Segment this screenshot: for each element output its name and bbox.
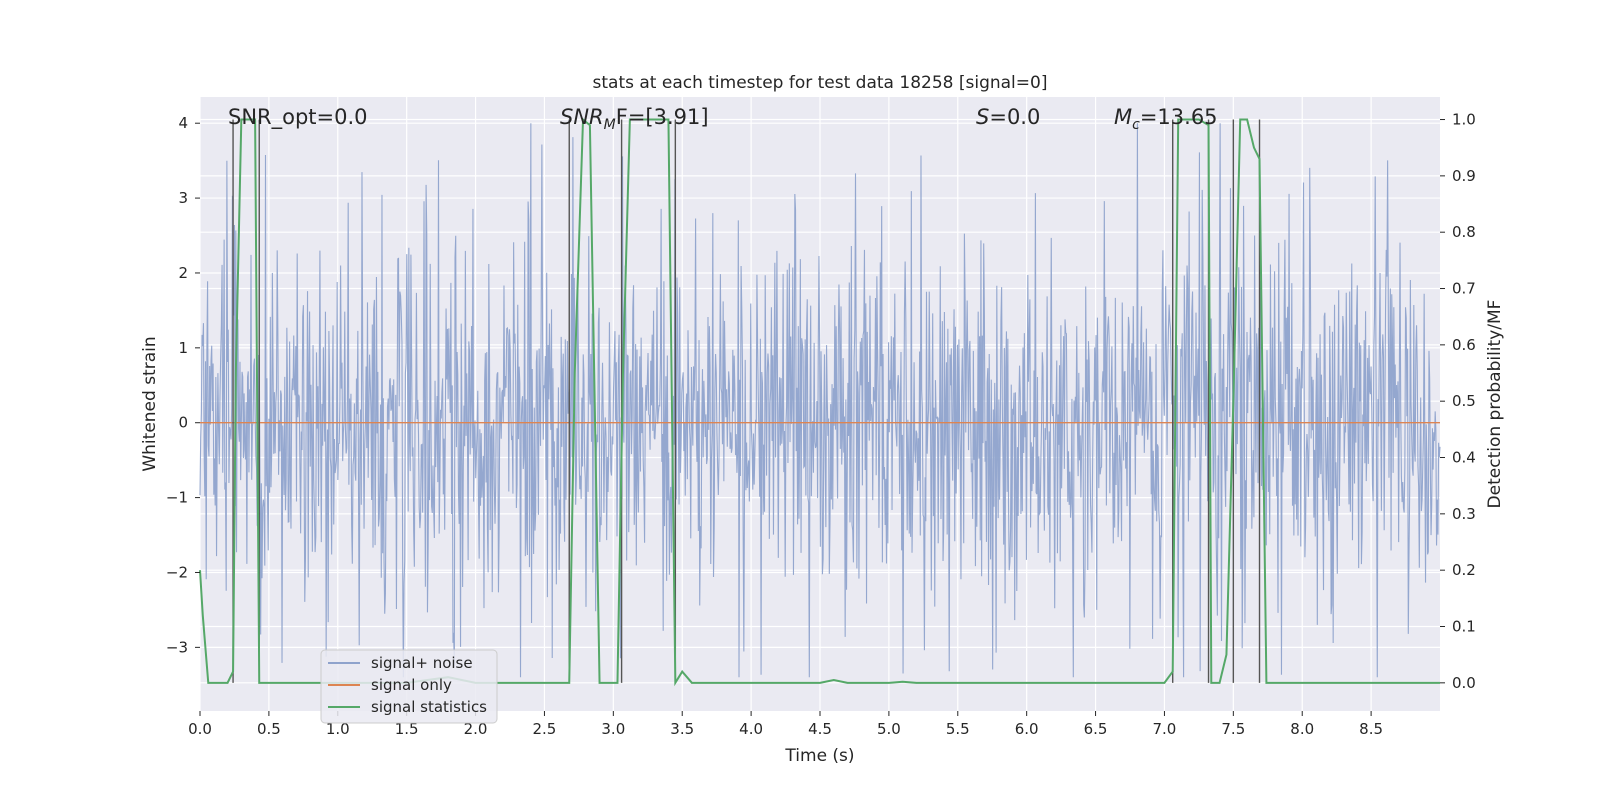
y-right-tick-label: 0.9 [1452,167,1476,185]
legend-label-signal-only: signal only [371,676,452,694]
x-tick-label: 7.5 [1221,720,1245,738]
x-tick-label: 2.5 [533,720,557,738]
x-tick-label: 7.0 [1153,720,1177,738]
legend-box [320,649,498,724]
x-tick-label: 2.0 [464,720,488,738]
y-right-tick-label: 0.4 [1452,449,1476,467]
annotation-mc-symbol: M [1114,105,1132,129]
x-tick-label: 1.0 [326,720,350,738]
y-right-tick-label: 0.5 [1452,392,1476,410]
y-right-tick-label: 0.2 [1452,561,1476,579]
y-right-axis-ticks: 1.0 0.9 0.8 0.7 0.6 0.5 0.4 0.3 0.2 0.1 0.0 [1440,111,1476,692]
x-tick-label: 0.5 [257,720,281,738]
annotation-mc-value: =13.65 [1140,105,1218,129]
legend-label-signal-noise: signal+ noise [371,654,473,672]
x-tick-label: 4.5 [808,720,832,738]
legend-label-signal-statistics: signal statistics [371,698,487,716]
x-tick-label: 5.0 [877,720,901,738]
y-left-tick-label: 0 [178,414,188,432]
annotation-snr-mf-prefix: SNR [560,105,604,129]
y-left-axis-label: Whitened strain [140,336,160,471]
x-tick-label: 4.0 [739,720,763,738]
y-right-tick-label: 0.7 [1452,280,1476,298]
y-right-tick-label: 0.3 [1452,505,1476,523]
y-right-axis-label: Detection probability/MF [1485,300,1505,509]
y-left-tick-label: 2 [178,264,188,282]
legend: signal+ noise signal only signal statist… [320,649,498,724]
y-right-tick-label: 1.0 [1452,111,1476,129]
y-right-tick-label: 0.8 [1452,223,1476,241]
y-right-tick-label: 0.0 [1452,674,1476,692]
y-left-tick-label: 4 [178,114,188,132]
y-right-tick-label: 0.6 [1452,336,1476,354]
x-tick-label: 8.0 [1290,720,1314,738]
annotation-s: S=0.0 [976,105,1040,129]
annotation-s-symbol: S [976,105,989,129]
x-tick-label: 0.0 [188,720,212,738]
x-tick-label: 6.0 [1015,720,1039,738]
chart-title: stats at each timestep for test data 182… [593,73,1048,93]
annotation-mc-sub: c [1132,117,1140,133]
x-tick-label: 3.5 [670,720,694,738]
annotation-s-value: =0.0 [989,105,1040,129]
y-left-tick-label: −3 [166,638,188,656]
annotation-snr-mf-suffix: F=[3.91] [616,105,709,129]
y-left-tick-label: −2 [166,563,188,581]
annotation-mc: Mc=13.65 [1114,105,1218,133]
y-left-axis-ticks: 4 3 2 1 0 −1 −2 −3 [166,114,200,656]
x-tick-label: 3.0 [601,720,625,738]
x-tick-label: 1.5 [395,720,419,738]
x-tick-label: 5.5 [946,720,970,738]
y-left-tick-label: 1 [178,339,188,357]
x-axis-label: Time (s) [784,746,854,766]
annotation-snr-mf-sub: M [604,117,616,133]
y-left-tick-label: 3 [178,189,188,207]
signal-statistics-series [199,117,1440,687]
y-left-tick-label: −1 [166,489,188,507]
x-tick-label: 6.5 [1084,720,1108,738]
y-right-tick-label: 0.1 [1452,618,1476,636]
x-axis-ticks: 0.0 0.5 1.0 1.5 2.0 2.5 3.0 3.5 4.0 4.5 5.0 5.5 6.0 6… [188,711,1383,738]
annotation-snr-mf: SNRMF=[3.91] [560,105,709,133]
x-tick-label: 8.5 [1359,720,1383,738]
annotation-snr-opt: SNR_opt=0.0 [228,105,368,130]
